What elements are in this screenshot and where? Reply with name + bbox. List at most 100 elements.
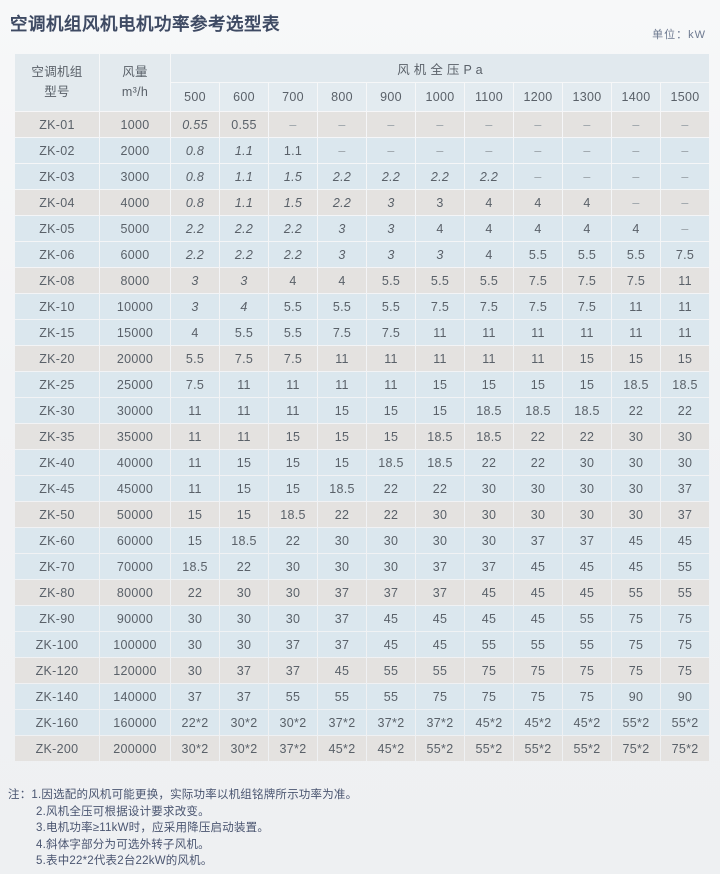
table-row: ZK-140 140000 37 37 55 55 55 75 75 75 75 90 90	[15, 684, 710, 709]
cell-model: ZK-05	[15, 216, 99, 241]
cell-power: –	[661, 112, 710, 137]
cell-power: 3	[367, 216, 415, 241]
cell-model: ZK-60	[15, 528, 99, 553]
cell-model: ZK-45	[15, 476, 99, 501]
cell-power: 75	[465, 658, 513, 683]
cell-power: 4	[171, 320, 219, 345]
cell-power: 18.5	[661, 372, 710, 397]
header-model: 空调机组 型号	[15, 54, 99, 111]
cell-power: 15	[514, 372, 562, 397]
cell-power: 37	[318, 632, 366, 657]
cell-power: 55*2	[661, 710, 710, 735]
cell-power: 30	[661, 450, 710, 475]
header-airflow-line1: 风量	[122, 65, 148, 80]
cell-power: 2.2	[367, 164, 415, 189]
cell-power: –	[318, 138, 366, 163]
cell-power: 0.8	[171, 190, 219, 215]
cell-model: ZK-01	[15, 112, 99, 137]
cell-power: 45	[612, 528, 660, 553]
notes-label: 注：	[8, 789, 32, 801]
cell-power: 3	[318, 216, 366, 241]
page-title: 空调机组风机电机功率参考选型表	[10, 14, 280, 34]
cell-power: 3	[416, 190, 464, 215]
cell-airflow: 80000	[100, 580, 170, 605]
table-row: ZK-35 35000 11 11 15 15 15 18.5 18.5 22 22 30 30	[15, 424, 710, 449]
cell-power: 3	[367, 190, 415, 215]
cell-power: 2.2	[171, 242, 219, 267]
cell-power: 5.5	[269, 320, 317, 345]
cell-power: 55	[612, 580, 660, 605]
cell-power: 15	[269, 450, 317, 475]
cell-power: 4	[416, 216, 464, 241]
cell-airflow: 140000	[100, 684, 170, 709]
notes-line-2: 2.风机全压可根据设计要求改变。	[8, 804, 357, 821]
cell-airflow: 4000	[100, 190, 170, 215]
cell-power: 30	[220, 606, 268, 631]
cell-power: 37	[514, 528, 562, 553]
cell-power: 5.5	[220, 320, 268, 345]
cell-airflow: 160000	[100, 710, 170, 735]
cell-power: 55	[367, 658, 415, 683]
cell-power: 55	[563, 632, 611, 657]
header-pressure-1100: 1100	[465, 83, 513, 111]
cell-power: 4	[318, 268, 366, 293]
cell-model: ZK-50	[15, 502, 99, 527]
cell-power: 30	[171, 606, 219, 631]
cell-airflow: 70000	[100, 554, 170, 579]
cell-airflow: 6000	[100, 242, 170, 267]
cell-power: 11	[661, 320, 710, 345]
table-row: ZK-70 70000 18.5 22 30 30 30 37 37 45 45 45 55	[15, 554, 710, 579]
table-row: ZK-05 5000 2.2 2.2 2.2 3 3 4 4 4 4 4–	[15, 216, 710, 241]
cell-power: 11	[220, 424, 268, 449]
cell-power: 11	[612, 294, 660, 319]
cell-power: –	[612, 164, 660, 189]
table-row: ZK-02 2000 0.8 1.1 1.1– – – – – – – –	[15, 138, 710, 163]
cell-power: 5.5	[612, 242, 660, 267]
cell-power: 4	[612, 216, 660, 241]
cell-power: 7.5	[416, 294, 464, 319]
cell-power: 15	[220, 450, 268, 475]
header-pressure-500: 500	[171, 83, 219, 111]
cell-power: 45*2	[318, 736, 366, 761]
header-pressure-1500: 1500	[661, 83, 710, 111]
cell-power: 11	[367, 346, 415, 371]
cell-power: 7.5	[367, 320, 415, 345]
cell-model: ZK-04	[15, 190, 99, 215]
cell-power: 18.5	[465, 398, 513, 423]
cell-power: 3	[416, 242, 464, 267]
cell-power: 1.1	[220, 138, 268, 163]
cell-airflow: 15000	[100, 320, 170, 345]
cell-power: 11	[416, 346, 464, 371]
cell-power: 2.2	[220, 242, 268, 267]
cell-power: 30	[612, 502, 660, 527]
cell-power: 37	[416, 580, 464, 605]
cell-power: 37	[416, 554, 464, 579]
cell-power: –	[661, 164, 710, 189]
cell-power: 11	[220, 372, 268, 397]
cell-power: 11	[220, 398, 268, 423]
header-model-line2: 型号	[44, 84, 70, 99]
cell-power: –	[661, 190, 710, 215]
cell-power: 7.5	[269, 346, 317, 371]
notes-line-5: 5.表中22*2代表2台22kW的风机。	[8, 853, 357, 870]
notes-block: 注：1.因选配的风机可能更换，实际功率以机组铭牌所示功率为准。 2.风机全压可根…	[8, 787, 357, 870]
cell-power: 11	[269, 398, 317, 423]
cell-power: –	[514, 138, 562, 163]
cell-power: 15	[563, 346, 611, 371]
table-row: ZK-15 15000 4 5.5 5.5 7.5 7.5 11 11 11 11 11 11	[15, 320, 710, 345]
cell-power: 75	[416, 684, 464, 709]
cell-power: 22	[563, 424, 611, 449]
cell-power: 11	[661, 294, 710, 319]
cell-power: 30	[612, 476, 660, 501]
cell-power: –	[416, 112, 464, 137]
cell-power: 7.5	[563, 294, 611, 319]
cell-power: 30	[514, 476, 562, 501]
cell-power: 18.5	[416, 424, 464, 449]
cell-model: ZK-30	[15, 398, 99, 423]
cell-power: 75	[661, 606, 710, 631]
cell-model: ZK-35	[15, 424, 99, 449]
table-row: ZK-25 25000 7.5 11 11 11 11 15 15 15 15 18.5 18.5	[15, 372, 710, 397]
header-pressure-800: 800	[318, 83, 366, 111]
cell-power: 45*2	[563, 710, 611, 735]
